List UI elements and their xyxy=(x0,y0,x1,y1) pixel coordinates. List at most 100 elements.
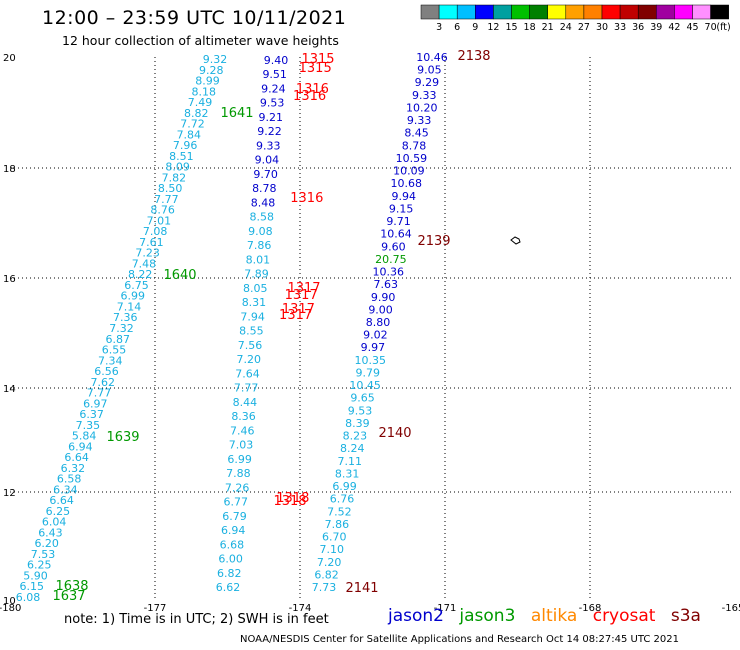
wave-height-right: 9.53 xyxy=(348,404,373,417)
time-label-cryosat: 1316 xyxy=(290,191,323,206)
wave-height-left: 7.84 xyxy=(177,128,202,141)
wave-height-mid: 7.94 xyxy=(240,310,265,323)
wave-height-left: 8.22 xyxy=(128,268,153,281)
colorbar-swatch xyxy=(601,4,621,20)
wave-height-left: 6.58 xyxy=(57,473,82,486)
wave-height-left: 7.48 xyxy=(132,257,157,270)
wave-height-right: 8.78 xyxy=(402,139,427,152)
wave-height-right: 10.45 xyxy=(349,379,381,392)
wave-height-left: 7.61 xyxy=(139,236,164,249)
wave-height-mid: 7.89 xyxy=(244,268,269,281)
wave-height-left: 8.50 xyxy=(158,182,183,195)
y-tick-label: 10 xyxy=(3,596,16,607)
colorbar-swatch xyxy=(637,4,657,20)
wave-height-mid: 6.00 xyxy=(218,553,243,566)
wave-height-right: 8.23 xyxy=(343,430,368,443)
legend-jason3: jason3 xyxy=(459,606,516,626)
island-shape xyxy=(510,236,521,245)
wave-height-right: 8.24 xyxy=(340,442,365,455)
time-label-cryosat: 1315 xyxy=(301,52,334,67)
time-label-jason3: 1638 xyxy=(55,579,88,594)
wave-height-mid: 8.78 xyxy=(252,182,277,195)
wave-height-right: 8.31 xyxy=(335,467,360,480)
time-label-jason3: 1639 xyxy=(106,430,139,445)
colorbar-swatch xyxy=(438,4,458,20)
wave-height-right: 10.46 xyxy=(416,51,448,64)
colorbar-swatch xyxy=(619,4,639,20)
wave-height-left: 7.23 xyxy=(135,247,160,260)
wave-height-left: 7.62 xyxy=(91,376,116,389)
wave-height-left: 9.32 xyxy=(203,53,228,66)
chart-title: 12:00 – 23:59 UTC 10/11/2021 xyxy=(42,7,347,29)
colorbar-tick: 18 xyxy=(524,22,536,33)
wave-height-mid: 7.03 xyxy=(229,439,254,452)
wave-height-mid: 8.48 xyxy=(251,196,276,209)
wave-height-left: 7.49 xyxy=(188,96,213,109)
wave-height-right: 6.76 xyxy=(330,493,355,506)
wave-height-left: 7.35 xyxy=(76,419,101,432)
wave-height-mid: 9.70 xyxy=(253,168,278,181)
wave-height-right: 20.75 xyxy=(375,253,407,266)
wave-height-left: 8.51 xyxy=(169,150,194,163)
time-label-jason3: 1641 xyxy=(220,106,253,121)
colorbar-tick: 33 xyxy=(614,22,626,33)
wave-height-mid: 8.58 xyxy=(249,211,274,224)
wave-height-left: 7.77 xyxy=(87,387,112,400)
wave-height-left: 6.43 xyxy=(38,526,63,539)
wave-height-left: 6.55 xyxy=(102,344,127,357)
x-tick-label: -177 xyxy=(144,603,167,614)
wave-height-left: 7.96 xyxy=(173,139,198,152)
time-label-jason3: 1640 xyxy=(163,268,196,283)
time-label-s3a: 2140 xyxy=(378,426,411,441)
colorbar-tick: 6 xyxy=(454,22,460,33)
wave-height-left: 7.82 xyxy=(162,171,187,184)
wave-height-mid: 9.51 xyxy=(262,68,287,81)
wave-height-right: 9.90 xyxy=(371,291,396,304)
footnote: note: 1) Time is in UTC; 2) SWH is in fe… xyxy=(64,612,329,627)
wave-height-right: 9.94 xyxy=(391,190,416,203)
wave-height-mid: 9.08 xyxy=(248,225,273,238)
time-label-cryosat: 1316 xyxy=(293,89,326,104)
colorbar-tick: 42 xyxy=(668,22,680,33)
wave-height-left: 9.28 xyxy=(199,64,224,77)
wave-height-right: 8.39 xyxy=(345,417,370,430)
wave-height-left: 6.56 xyxy=(94,365,119,378)
wave-height-mid: 7.77 xyxy=(234,382,259,395)
time-label-cryosat: 1316 xyxy=(296,82,329,97)
wave-height-left: 7.14 xyxy=(117,300,142,313)
wave-height-mid: 8.44 xyxy=(233,396,258,409)
wave-height-left: 8.99 xyxy=(195,75,220,88)
wave-height-mid: 6.99 xyxy=(227,453,252,466)
wave-height-left: 6.25 xyxy=(27,559,52,572)
wave-height-mid: 9.21 xyxy=(259,111,284,124)
colorbar-swatch xyxy=(511,4,530,20)
wave-height-right: 9.15 xyxy=(389,202,414,215)
wave-height-left: 7.32 xyxy=(109,322,134,335)
time-label-s3a: 2139 xyxy=(417,234,450,249)
wave-height-mid: 6.94 xyxy=(221,524,246,537)
time-label-cryosat: 1317 xyxy=(287,281,320,296)
time-label-s3a: 2141 xyxy=(345,581,378,596)
wave-height-left: 8.82 xyxy=(184,107,209,120)
wave-height-left: 7.72 xyxy=(180,118,205,131)
wave-height-mid: 9.22 xyxy=(257,125,282,138)
wave-height-left: 7.77 xyxy=(154,193,179,206)
wave-height-right: 10.36 xyxy=(373,266,405,279)
credit-line: NOAA/NESDIS Center for Satellite Applica… xyxy=(240,634,679,645)
wave-height-left: 6.94 xyxy=(68,440,93,453)
wave-height-left: 6.64 xyxy=(64,451,89,464)
wave-height-right: 9.29 xyxy=(415,76,440,89)
wave-height-right: 7.11 xyxy=(337,455,362,468)
wave-height-left: 8.09 xyxy=(165,161,190,174)
wave-height-right: 10.64 xyxy=(380,228,412,241)
wave-height-left: 7.36 xyxy=(113,311,138,324)
wave-height-left: 6.99 xyxy=(120,290,145,303)
wave-height-left: 6.04 xyxy=(42,516,67,529)
wave-height-mid: 6.77 xyxy=(224,496,249,509)
colorbar-tick: 21 xyxy=(542,22,554,33)
colorbar-tick: 15 xyxy=(505,22,517,33)
colorbar-swatch xyxy=(420,4,440,20)
wave-height-mid: 8.55 xyxy=(239,325,264,338)
colorbar-tick: 27 xyxy=(578,22,590,33)
